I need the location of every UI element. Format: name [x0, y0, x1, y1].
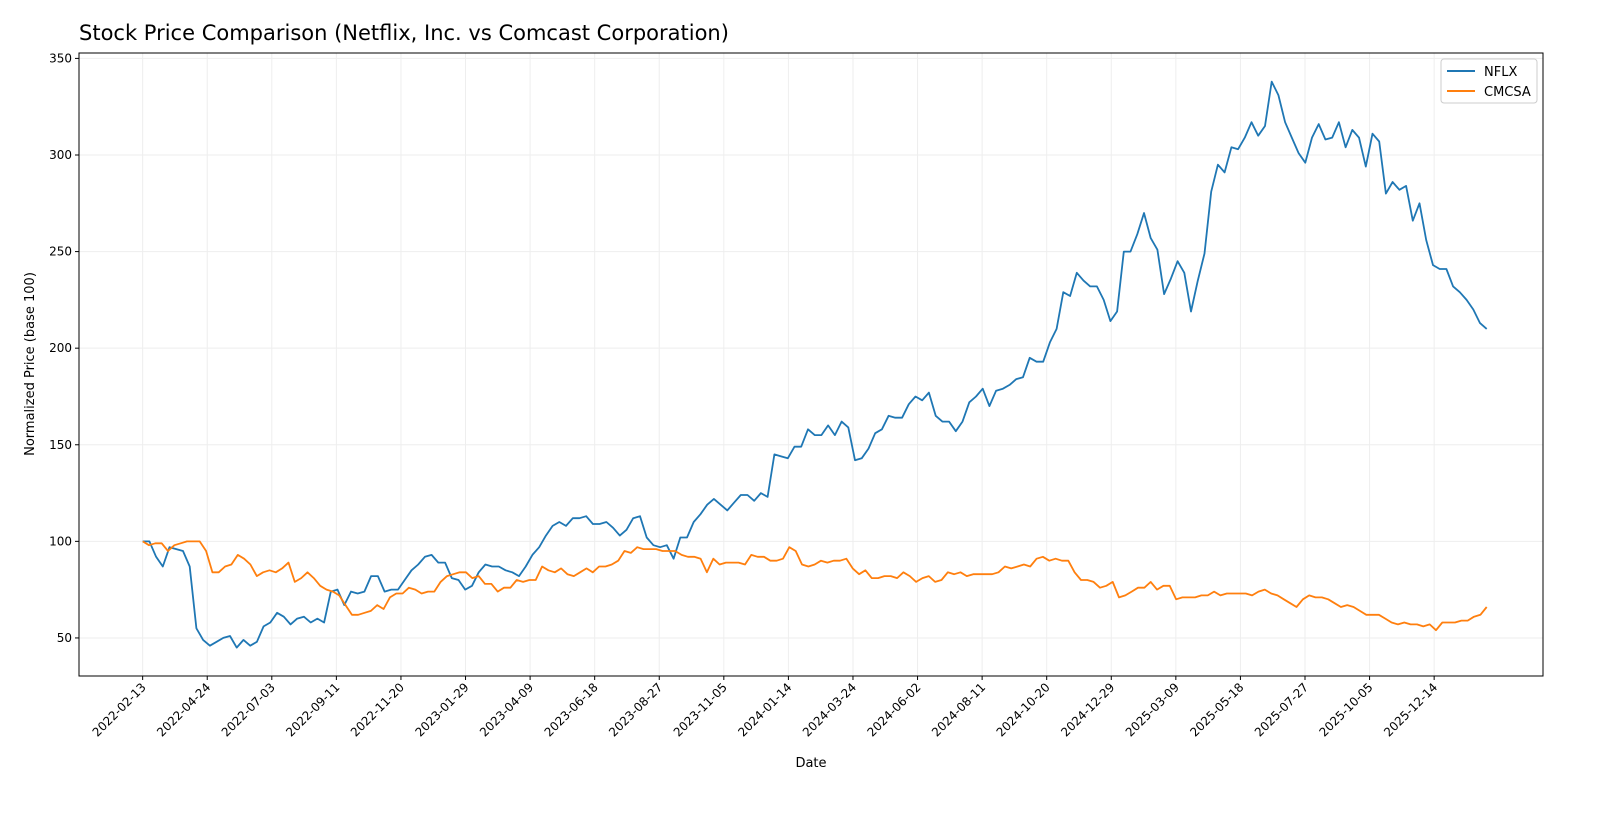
x-axis-label: Date: [795, 756, 826, 771]
grid-lines: [79, 53, 1543, 676]
x-tick-label: 2024-03-24: [800, 680, 859, 739]
x-tick-label: 2022-09-11: [283, 680, 342, 739]
x-tick-label: 2023-08-27: [606, 680, 665, 739]
plot-area-frame: [78, 52, 1544, 677]
x-tick-label: 2022-07-03: [219, 680, 278, 739]
x-tick-label: 2024-08-11: [929, 680, 988, 739]
x-tick-label: 2024-12-29: [1058, 680, 1117, 739]
y-axis-label: Normalized Price (base 100): [23, 272, 38, 456]
x-tick-label: 2025-10-05: [1316, 680, 1375, 739]
x-tick-label: 2024-01-14: [735, 680, 794, 739]
series-line-nflx: [142, 80, 1488, 649]
x-tick-label: 2023-06-18: [542, 680, 601, 739]
series-line-cmcsa: [142, 540, 1488, 632]
y-tick-label: 50: [57, 631, 72, 645]
x-tick-label: 2025-07-27: [1252, 680, 1311, 739]
y-tick-label: 200: [49, 341, 72, 355]
legend: NFLX CMCSA: [1440, 58, 1538, 104]
x-tick-label: 2025-12-14: [1381, 680, 1440, 739]
y-tick-label: 250: [49, 245, 72, 259]
x-tick-label: 2023-11-05: [671, 680, 730, 739]
x-axis-ticks: 2022-02-13 2022-04-24 2022-07-03 2022-09-11…: [90, 676, 1440, 739]
y-axis-ticks: 50 100 150 200 250 300 350: [49, 51, 79, 645]
x-tick-label: 2023-01-29: [412, 680, 471, 739]
x-tick-label: 2022-04-24: [154, 680, 213, 739]
x-tick-label: 2024-10-20: [994, 680, 1053, 739]
series-lines: [142, 80, 1488, 649]
x-tick-label: 2024-06-02: [864, 680, 923, 739]
x-tick-label: 2025-03-09: [1123, 680, 1182, 739]
chart-title: Stock Price Comparison (Netflix, Inc. vs…: [79, 21, 729, 45]
legend-label-nflx: NFLX: [1484, 65, 1517, 80]
x-tick-label: 2025-05-18: [1187, 680, 1246, 739]
y-tick-label: 100: [49, 534, 72, 548]
x-tick-label: 2022-02-13: [90, 680, 149, 739]
x-tick-label: 2023-04-09: [477, 680, 536, 739]
legend-label-cmcsa: CMCSA: [1484, 85, 1531, 100]
x-tick-label: 2022-11-20: [348, 680, 407, 739]
y-tick-label: 300: [49, 148, 72, 162]
y-tick-label: 350: [49, 51, 72, 65]
y-tick-label: 150: [49, 438, 72, 452]
